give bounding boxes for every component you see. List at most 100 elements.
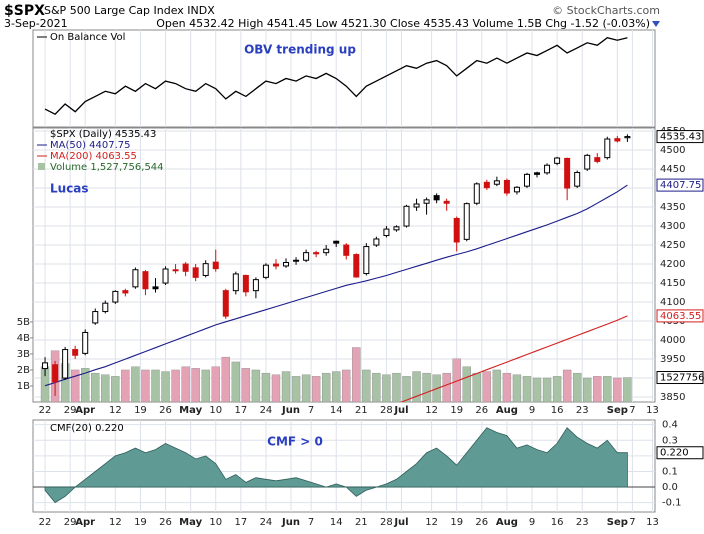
candle-body xyxy=(112,290,119,303)
x-tick-label: 24 xyxy=(260,517,273,528)
y-tick-label: -0.1 xyxy=(662,498,682,509)
y-tick-label: 4250 xyxy=(660,240,685,251)
candle-body xyxy=(343,244,350,256)
volume-bar xyxy=(562,369,572,403)
y-tick-label: 0.1 xyxy=(662,466,678,477)
candle-body xyxy=(162,268,169,284)
y-tick-label: 4200 xyxy=(660,259,685,270)
candle-body xyxy=(473,183,480,204)
candle-body xyxy=(373,238,380,246)
x-tick-label: 21 xyxy=(355,405,368,416)
volume-bar xyxy=(281,371,291,403)
candle-body xyxy=(423,199,430,204)
y-tick-label: 4500 xyxy=(660,145,685,156)
x-tick-label: Apr xyxy=(75,517,95,528)
legend-swatch xyxy=(38,163,45,170)
x-tick-label: Jul xyxy=(393,517,408,528)
quote: Open 4532.42 High 4541.45 Low 4521.30 Cl… xyxy=(156,17,650,30)
volume-bar xyxy=(593,376,602,403)
obv-line xyxy=(44,36,628,115)
volume-bar xyxy=(492,369,502,403)
y-tick-label: 0.0 xyxy=(662,482,678,493)
x-tick-label: Sep xyxy=(607,405,628,416)
volume-bar xyxy=(221,356,230,403)
marks xyxy=(40,36,632,504)
volume-bar xyxy=(482,371,492,403)
candle-body xyxy=(122,290,129,294)
x-tick-label: May xyxy=(179,517,202,528)
volume-bar xyxy=(623,377,632,403)
candle-body xyxy=(393,226,400,231)
y-tick-label: 4000 xyxy=(660,335,685,346)
x-tick-label: 14 xyxy=(330,517,343,528)
y-tick-label: 4450 xyxy=(660,164,685,175)
volume-bar xyxy=(352,347,361,403)
volume-bar xyxy=(301,374,311,403)
x-tick-label: 7 xyxy=(308,517,314,528)
volume-legend: Volume 1,527,756,544 xyxy=(50,162,164,173)
x-tick-label: 17 xyxy=(234,405,247,416)
x-tick-label: 10 xyxy=(209,517,222,528)
x-tick-label: 19 xyxy=(134,517,147,528)
volume-bar xyxy=(583,377,592,403)
y-tick-label: 4100 xyxy=(660,297,685,308)
x-tick-label: 7 xyxy=(629,517,635,528)
x-tick-label: 19 xyxy=(450,517,463,528)
x-tick-label: 23 xyxy=(576,517,589,528)
candle-body xyxy=(614,138,621,142)
volume-bar xyxy=(271,374,281,403)
volume-bar xyxy=(131,366,140,403)
x-tick-label: 19 xyxy=(134,405,147,416)
volume-bar xyxy=(372,372,381,403)
x-tick-label: 23 xyxy=(576,405,589,416)
volume-bar xyxy=(382,374,391,403)
candle-body xyxy=(453,217,460,243)
candle-body xyxy=(534,172,541,175)
volume-bar xyxy=(231,361,241,403)
last-value-label: 4063.55 xyxy=(660,311,701,322)
y-tick-label: 4150 xyxy=(660,278,685,289)
x-tick-label: 26 xyxy=(475,405,488,416)
volume-tick-label: 4B xyxy=(17,333,30,344)
candle-body xyxy=(222,290,229,317)
volume-bar xyxy=(422,372,431,403)
x-tick-label: May xyxy=(179,405,202,416)
volume-bar xyxy=(332,371,341,403)
volume-bar xyxy=(211,366,220,403)
candle-body xyxy=(433,195,440,201)
candle-body xyxy=(42,362,49,370)
volume-bar xyxy=(552,376,562,403)
x-tick-label: 9 xyxy=(529,517,535,528)
volume-bar xyxy=(462,366,471,403)
candle-body xyxy=(483,181,490,189)
volume-bar xyxy=(522,376,532,403)
candle-body xyxy=(202,263,209,276)
volume-bar xyxy=(542,377,552,403)
candle-body xyxy=(132,269,139,288)
x-tick-label: 10 xyxy=(209,405,222,416)
price-legend: $SPX (Daily) 4535.43 xyxy=(50,129,156,140)
candle-body xyxy=(513,186,520,193)
x-tick-label: 7 xyxy=(308,405,314,416)
candle-body xyxy=(102,302,109,313)
last-value-label: 0.220 xyxy=(660,448,689,459)
x-tick-label: 28 xyxy=(380,517,393,528)
last-value-tag xyxy=(656,178,704,192)
candle-body xyxy=(554,157,561,164)
volume-bar xyxy=(111,376,120,403)
last-value-label: 1527756 xyxy=(660,373,704,384)
x-tick-label: 28 xyxy=(380,405,393,416)
volume-bar xyxy=(502,372,512,403)
candle-body xyxy=(142,271,149,290)
candle-body xyxy=(333,240,340,244)
moving-averages xyxy=(44,184,628,402)
candle-body xyxy=(262,264,269,278)
volume-bar xyxy=(342,369,351,403)
candle-body xyxy=(624,136,631,139)
volume-bar xyxy=(613,377,622,403)
x-tick-label: Aug xyxy=(496,405,518,416)
y-tick-label: 3850 xyxy=(660,392,685,403)
volume-bar xyxy=(412,371,421,403)
x-tick-label: 7 xyxy=(629,405,635,416)
